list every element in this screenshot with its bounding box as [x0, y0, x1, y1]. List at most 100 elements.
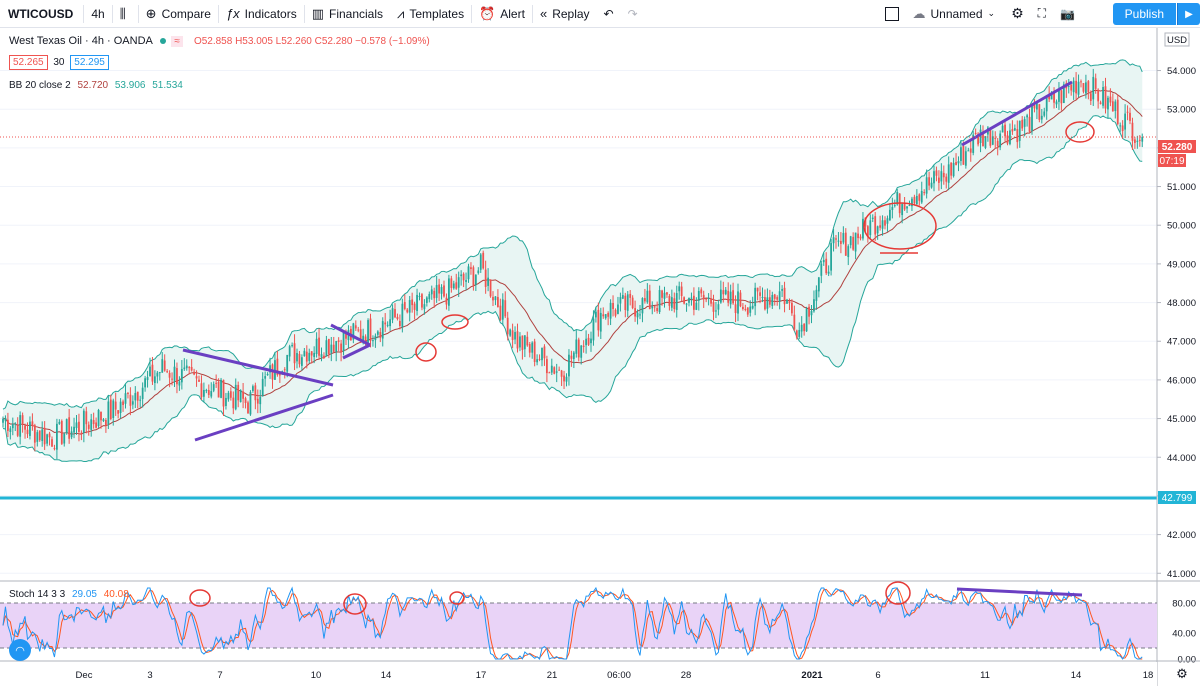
candle-body	[658, 290, 661, 312]
bb-legend[interactable]: BB 20 close 2 52.720 53.906 51.534	[9, 80, 183, 91]
trendline-wedge-lower[interactable]	[342, 343, 371, 360]
candle-body	[82, 410, 85, 433]
candle-body	[546, 359, 548, 374]
candle-body	[68, 417, 71, 439]
series-legend[interactable]: West Texas Oil · 4h · OANDA ≈ O52.858 H5…	[9, 35, 430, 47]
candle-body	[1055, 101, 1058, 105]
hline-price-tag	[1158, 491, 1196, 504]
stoch-legend[interactable]: Stoch 14 3 3 29.05 40.08	[9, 589, 129, 600]
candle-body	[906, 206, 908, 209]
candle-body	[384, 322, 387, 325]
stoch-name: Stoch 14 3 3	[9, 589, 66, 600]
candle-body	[1077, 81, 1080, 95]
hline-price-value: 42.799	[1162, 493, 1193, 504]
candle-body	[526, 336, 529, 346]
circle-annotation[interactable]	[885, 581, 911, 605]
stoch-trendline[interactable]	[956, 587, 1083, 597]
publish-button[interactable]: Publish	[1112, 3, 1176, 25]
currency-box[interactable]	[1164, 32, 1190, 47]
candle-body	[58, 421, 61, 424]
snapshot-button[interactable]: 📷	[1053, 0, 1082, 28]
candle-body	[629, 293, 632, 298]
financials-label: Financials	[329, 6, 384, 21]
candle-body	[982, 131, 984, 147]
candle-body	[1038, 104, 1041, 120]
candle-body	[646, 290, 649, 303]
candle-body	[332, 344, 335, 352]
candle-body	[1023, 119, 1026, 127]
bid-price[interactable]: 52.265	[9, 55, 48, 70]
ask-price[interactable]: 52.295	[70, 55, 109, 70]
candle-body	[886, 218, 889, 224]
circle-annotation[interactable]	[863, 202, 937, 250]
indicators-button[interactable]: ƒx Indicators	[219, 0, 304, 28]
fullscreen-button[interactable]: ⛶	[1031, 0, 1053, 28]
candle-body	[315, 338, 318, 355]
compare-button[interactable]: ⊕ Compare	[139, 0, 218, 28]
candle-body	[276, 358, 279, 375]
settings-button[interactable]: ⚙	[1004, 0, 1031, 28]
chart-area[interactable]: 54.00053.00052.00051.00050.00049.00048.0…	[0, 28, 1200, 686]
symbol-search[interactable]: WTICOUSD	[8, 6, 74, 21]
candle-body	[607, 312, 610, 317]
candle-body	[185, 365, 188, 369]
interval-button[interactable]: 4h	[91, 6, 105, 21]
bb-name: BB 20 close 2	[9, 80, 71, 91]
candle-body	[604, 314, 607, 319]
candle-body	[602, 314, 605, 317]
price-axis[interactable]	[1157, 28, 1200, 581]
candle-body	[180, 369, 183, 383]
layout-checkbox[interactable]	[878, 0, 906, 28]
stoch-drawings[interactable]	[189, 581, 1083, 615]
status-badge[interactable]: ≈	[171, 36, 183, 47]
gear-icon[interactable]: ⚙	[1176, 666, 1188, 681]
candle-body	[506, 317, 509, 335]
candle-body	[494, 296, 497, 301]
chart-type-button[interactable]: ⫼	[113, 0, 138, 28]
time-axis[interactable]	[0, 662, 1157, 686]
candle-body	[109, 399, 112, 420]
candle-body	[501, 299, 504, 320]
candle-body	[590, 338, 592, 344]
circle-annotation[interactable]	[1065, 121, 1095, 143]
alert-button[interactable]: ⏰ Alert	[472, 0, 532, 28]
layout-name-label: Unnamed	[930, 6, 983, 21]
candle-body	[163, 360, 166, 371]
candle-body	[800, 324, 803, 332]
candle-body	[1053, 92, 1055, 103]
financials-button[interactable]: ▥ Financials	[305, 0, 390, 28]
trendline-upper[interactable]	[182, 348, 334, 387]
candle-body	[805, 308, 808, 332]
candle-body	[291, 345, 293, 347]
circle-annotation[interactable]	[343, 593, 367, 615]
replay-button[interactable]: « Replay	[533, 0, 597, 28]
candle-body	[310, 351, 313, 356]
circle-annotation[interactable]	[415, 342, 437, 362]
drawings[interactable]	[182, 80, 1095, 442]
bb-basis: 52.720	[77, 80, 109, 91]
redo-button[interactable]: ↷	[621, 0, 645, 28]
stoch-series	[2, 586, 1143, 660]
trendline-lower[interactable]	[194, 393, 334, 442]
bb-basis-line	[2, 89, 1143, 435]
plus-circle-icon: ⊕	[145, 5, 157, 21]
tradingview-logo[interactable]: ◠	[9, 639, 31, 661]
layout-name-button[interactable]: ☁ Unnamed ⌄	[906, 0, 1003, 28]
candle-body	[183, 367, 186, 370]
candle-body	[582, 345, 585, 347]
candle-body	[188, 367, 191, 369]
trendline-top[interactable]	[961, 80, 1073, 147]
ohlc-values: O52.858 H53.005 L52.260 C52.280 −0.578 (…	[193, 36, 430, 47]
candle-body	[51, 439, 53, 447]
circle-annotation[interactable]	[189, 589, 211, 607]
circle-annotation[interactable]	[441, 314, 469, 330]
publish-menu-button[interactable]: ▶	[1177, 3, 1200, 25]
templates-button[interactable]: ⩘ Templates	[390, 0, 471, 28]
undo-button[interactable]: ↶	[597, 0, 621, 28]
price-tick-labels: 54.00053.00052.00051.00050.00049.00048.0…	[1157, 66, 1196, 580]
compare-label: Compare	[161, 6, 211, 21]
circle-annotation[interactable]	[449, 591, 465, 605]
trendline-wedge-upper[interactable]	[330, 323, 371, 347]
chart-canvas[interactable]: 54.00053.00052.00051.00050.00049.00048.0…	[0, 28, 1200, 686]
candle-body	[575, 339, 578, 354]
